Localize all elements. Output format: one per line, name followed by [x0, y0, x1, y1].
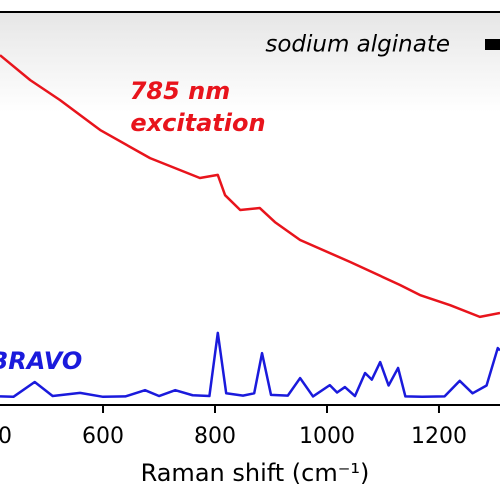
sample-label: sodium alginate [265, 32, 450, 58]
annotation: 785 nm [130, 77, 231, 105]
series-label: BRAVO [0, 347, 82, 375]
x-tick-label: 400 [0, 424, 12, 449]
series-line [0, 331, 500, 399]
annotation: excitation [130, 109, 265, 137]
series-line [0, 54, 500, 319]
legend-marker [485, 39, 500, 50]
plot-background [0, 12, 500, 112]
x-tick-label: 1200 [411, 424, 467, 449]
x-tick-label: 1000 [299, 424, 355, 449]
x-axis-label: Raman shift (cm⁻¹) [141, 459, 370, 487]
x-tick-label: 800 [194, 424, 236, 449]
x-tick-label: 600 [82, 424, 124, 449]
